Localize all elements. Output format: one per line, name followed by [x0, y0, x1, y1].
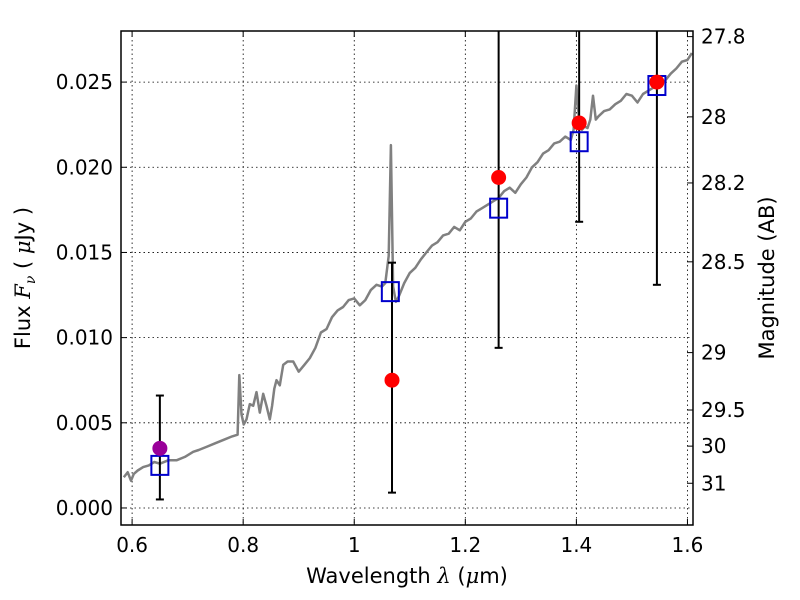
- plot-area: [122, 31, 693, 501]
- observed-flux-point: [649, 74, 665, 90]
- right-tick-label: 28.2: [701, 171, 746, 195]
- observed-flux-point: [384, 372, 400, 388]
- x-tick-label: 1: [348, 533, 361, 557]
- observed-flux-point: [491, 169, 507, 185]
- right-tick-label: 29.5: [701, 398, 746, 422]
- x-tick-label: 0.6: [116, 533, 148, 557]
- x-tick-label: 1.2: [449, 533, 481, 557]
- error-bars: [155, 31, 661, 501]
- y-axis-title: Flux Fν ( μJy ): [11, 207, 39, 349]
- y-tick-label: 0.010: [56, 326, 113, 350]
- x-tick-label: 1.4: [560, 533, 592, 557]
- grid-lines: [121, 31, 693, 525]
- right-tick-label: 31: [701, 471, 726, 495]
- model-band-square: [569, 131, 589, 153]
- observed-flux-markers: [152, 74, 665, 456]
- y-tick-label: 0.000: [56, 496, 113, 520]
- observed-flux-point: [152, 440, 168, 456]
- y-tick-label: 0.025: [56, 70, 113, 94]
- x-tick-label: 1.6: [672, 533, 704, 557]
- right-axis-title: Magnitude (AB): [755, 196, 779, 359]
- model-band-markers: [150, 75, 667, 476]
- observed-flux-point: [571, 115, 587, 131]
- right-tick-label: 28.5: [701, 250, 746, 274]
- y-tick-label: 0.005: [56, 411, 113, 435]
- model-band-square: [489, 197, 509, 219]
- right-tick-label: 30: [701, 434, 726, 458]
- y-tick-label: 0.020: [56, 155, 113, 179]
- axis-ticks: 0.6 0.8 1 1.2 1.4 1.6 0.000 0.005 0.010 0.015 0.02…: [56, 25, 746, 557]
- model-band-square: [380, 281, 400, 303]
- model-spectrum-line: [122, 52, 693, 482]
- x-tick-label: 0.8: [227, 533, 259, 557]
- right-tick-label: 28: [701, 105, 726, 129]
- x-axis-title: Wavelength λ (μm): [306, 564, 508, 588]
- right-tick-label: 27.8: [701, 25, 746, 49]
- y-tick-label: 0.015: [56, 240, 113, 264]
- model-band-square: [150, 454, 170, 476]
- right-tick-label: 29: [701, 341, 726, 365]
- plot-frame: [120, 30, 694, 526]
